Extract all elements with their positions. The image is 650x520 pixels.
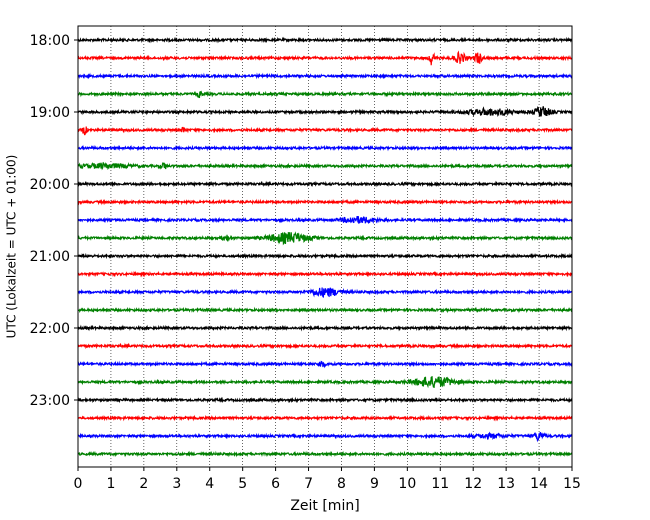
x-axis-label: Zeit [min] [290,498,359,514]
y-axis-ticks: 18:00 19:00 20:00 21:00 22:00 23:00 [30,33,78,409]
trace-2200 [77,324,573,332]
trace-1930 [77,144,573,152]
trace-2145 [77,306,573,314]
trace-1900 [77,106,573,117]
trace-group [77,36,573,458]
trace-1830 [77,72,573,80]
trace-2030 [77,215,573,224]
x-tick-label: 9 [370,476,379,492]
y-tick-label: 23:00 [30,393,70,409]
y-axis-label: UTC (Lokalzeit = UTC + 01:00) [5,155,19,339]
trace-2115 [77,270,573,278]
trace-2215 [77,342,573,350]
x-tick-label: 12 [464,476,482,492]
x-tick-label: 7 [304,476,313,492]
x-tick-label: 8 [337,476,346,492]
trace-1915 [77,126,573,136]
y-tick-label: 20:00 [30,177,70,193]
x-tick-label: 14 [530,476,548,492]
x-tick-label: 0 [74,476,83,492]
trace-2100 [77,252,573,260]
x-tick-label: 3 [172,476,181,492]
trace-1845 [77,90,573,99]
trace-2230 [77,360,573,369]
x-tick-label: 10 [398,476,416,492]
trace-2130 [77,287,573,298]
y-tick-label: 22:00 [30,321,70,337]
plot-frame [77,25,573,468]
x-tick-label: 5 [238,476,247,492]
x-tick-label: 13 [497,476,515,492]
trace-2015 [77,198,573,206]
trace-2345 [77,450,573,458]
trace-2315 [77,414,573,422]
x-tick-label: 4 [205,476,214,492]
trace-1945 [77,161,573,171]
x-tick-label: 2 [139,476,148,492]
x-tick-label: 6 [271,476,280,492]
trace-1800 [77,36,573,44]
y-tick-label: 18:00 [30,33,70,49]
trace-1815 [77,50,573,66]
trace-2300 [77,396,573,404]
x-tick-label: 1 [106,476,115,492]
x-axis-ticks: 0 1 2 3 4 5 6 7 8 9 10 11 12 13 14 15 [74,467,581,492]
trace-2045 [77,231,573,246]
trace-2000 [77,180,573,188]
y-tick-label: 21:00 [30,249,70,265]
x-tick-label: 11 [431,476,449,492]
trace-2330 [77,431,573,443]
trace-2245 [77,376,573,389]
x-tick-label: 15 [563,476,581,492]
y-tick-label: 19:00 [30,105,70,121]
